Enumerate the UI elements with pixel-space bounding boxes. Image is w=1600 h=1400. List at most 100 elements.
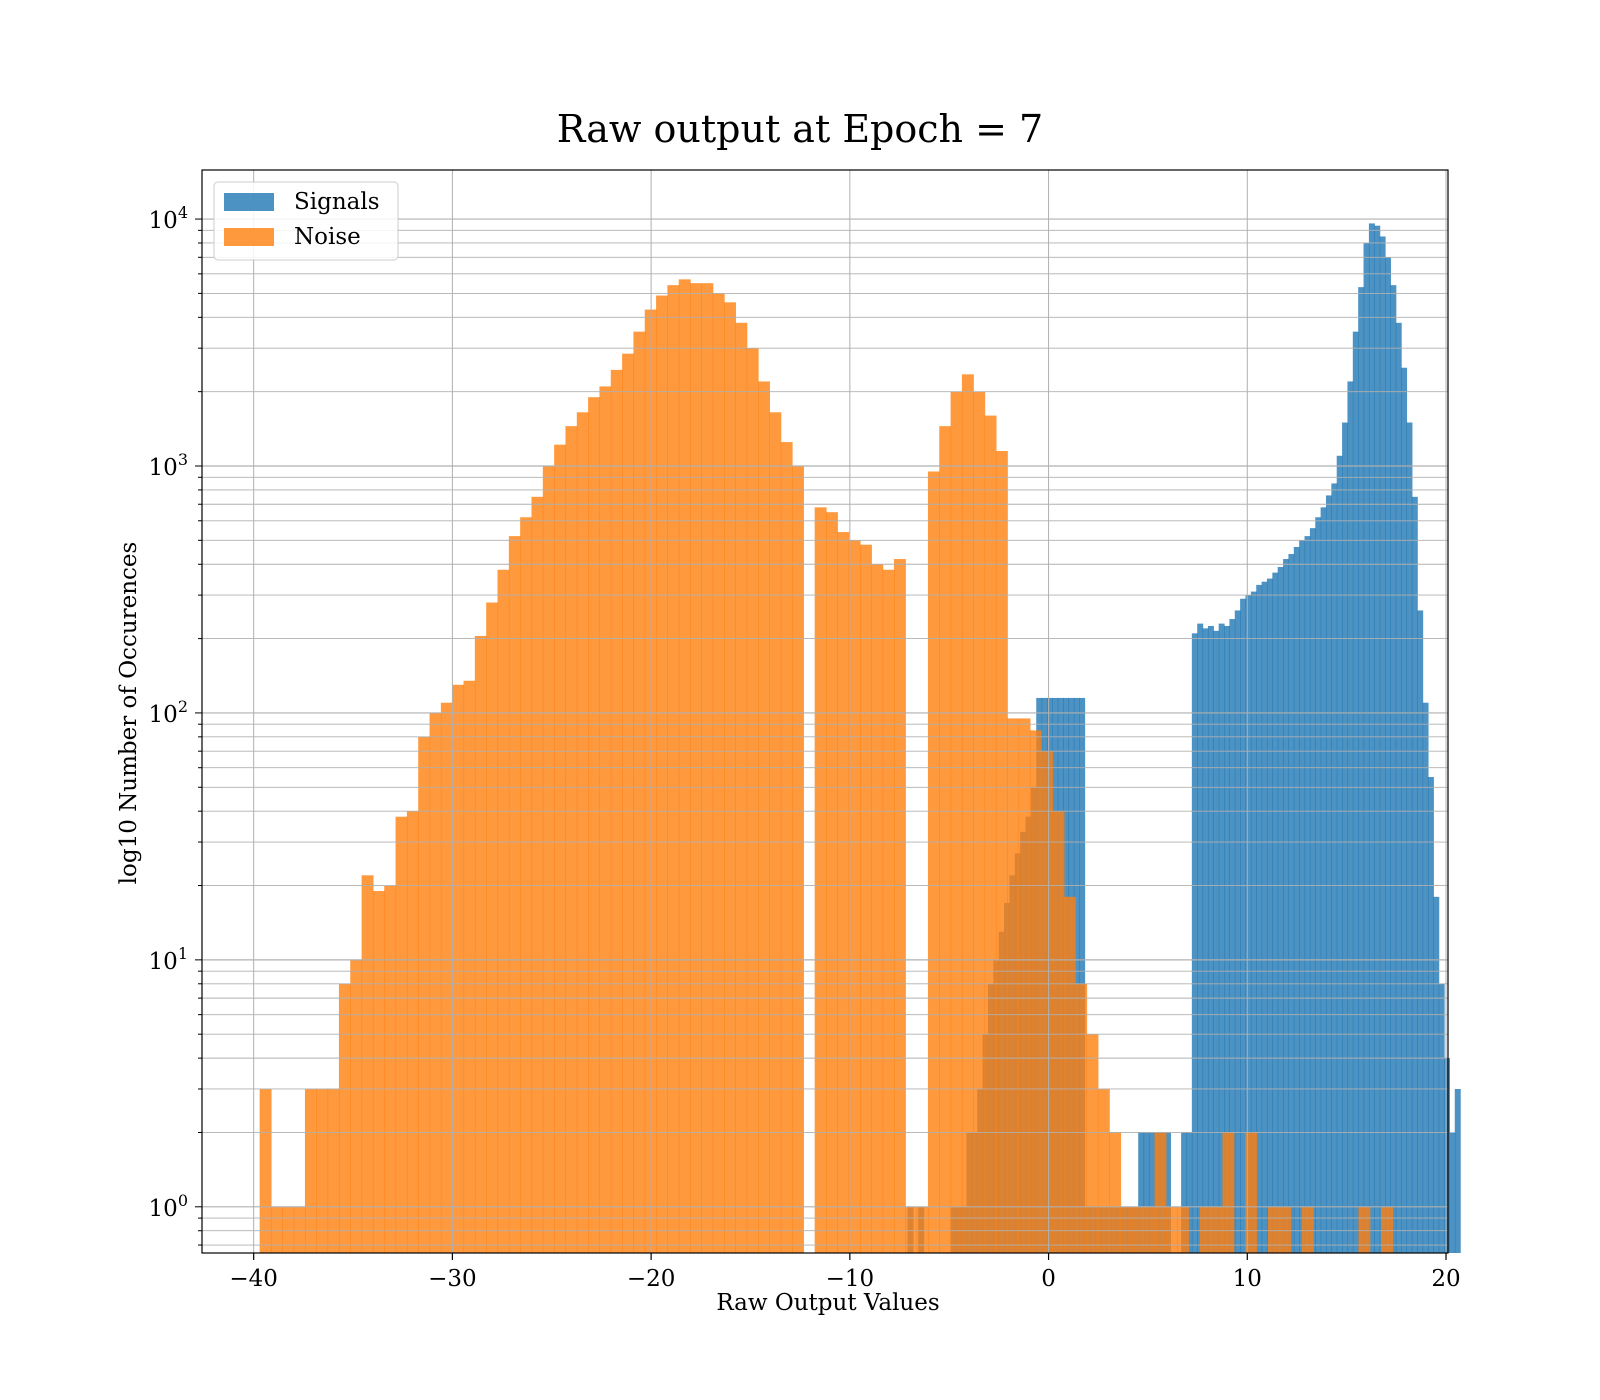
bar-noise (304, 1088, 317, 1253)
bar-signals (1234, 610, 1241, 1253)
bar-noise (905, 1206, 918, 1253)
bar-signals (1368, 223, 1375, 1254)
bar-signals (1422, 702, 1429, 1253)
bar-noise (984, 415, 997, 1254)
bar-signals (1266, 578, 1273, 1253)
bar-noise (259, 1088, 272, 1253)
bar-noise (995, 451, 1008, 1253)
bar-noise (792, 465, 804, 1253)
bar-noise (825, 512, 838, 1253)
y-tick-label: 103 (149, 450, 188, 481)
bar-signals (1406, 422, 1413, 1253)
bar-noise (1301, 1206, 1314, 1253)
legend-swatch-signals (224, 193, 274, 211)
bar-noise (429, 712, 442, 1253)
bar-signals (1283, 559, 1290, 1253)
bar-noise (950, 391, 963, 1253)
bar-noise (282, 1206, 295, 1253)
bar-signals (1320, 507, 1327, 1254)
bar-noise (780, 442, 793, 1253)
bar-noise (859, 544, 872, 1253)
bar-noise (588, 397, 601, 1253)
bar-signals (1299, 540, 1306, 1253)
bar-noise (1154, 1132, 1167, 1253)
bar-noise (361, 875, 374, 1253)
bar-noise (452, 684, 465, 1253)
bar-signals (1411, 496, 1418, 1254)
y-tick-label: 102 (149, 697, 188, 728)
bar-signals (1417, 610, 1424, 1253)
bar-noise (746, 348, 759, 1253)
bar-noise (1267, 1206, 1280, 1253)
y-tick-label: 104 (149, 203, 188, 234)
legend-swatch-noise (224, 228, 274, 246)
bar-signals (1325, 495, 1332, 1253)
bar-signals (1304, 536, 1311, 1253)
grid-layer (202, 170, 1448, 1253)
bar-noise (508, 536, 521, 1253)
bar-noise (622, 353, 635, 1253)
bar-noise (474, 635, 487, 1253)
bar-noise (327, 1088, 340, 1253)
bar-signals (1358, 287, 1365, 1253)
bar-noise (1097, 1088, 1110, 1253)
bar-noise (893, 559, 906, 1253)
bar-noise (406, 811, 419, 1253)
bar-noise (565, 426, 578, 1253)
bar-noise (973, 391, 986, 1253)
bar-signals (1191, 633, 1198, 1253)
bar-signals (1438, 983, 1445, 1253)
bar-noise (1109, 1132, 1122, 1253)
y-tick-label: 101 (149, 944, 188, 975)
bar-noise (1177, 1206, 1190, 1253)
x-tick-label: 10 (1233, 1266, 1262, 1292)
bar-noise (1120, 1206, 1133, 1253)
bar-noise (871, 564, 884, 1253)
bar-noise (338, 983, 351, 1253)
bar-noise (316, 1088, 329, 1253)
axes-layer: −40 −30 −20 −10 0 10 20 100 101 102 103 104 (149, 169, 1461, 1292)
bar-signals (1148, 1132, 1155, 1253)
x-tick-label: −10 (826, 1266, 875, 1292)
bar-signals (1347, 381, 1354, 1253)
bar-noise (678, 279, 691, 1254)
legend-label-noise: Noise (294, 224, 361, 250)
x-tick-label: 20 (1431, 1266, 1460, 1292)
bar-noise (497, 569, 510, 1253)
bar-noise (1199, 1206, 1212, 1253)
bar-signals (1309, 528, 1316, 1253)
bar-noise (1075, 983, 1088, 1253)
bar-noise (927, 471, 940, 1253)
plot-frame (201, 169, 1449, 1254)
bar-noise (939, 426, 952, 1253)
bar-noise (916, 1206, 929, 1253)
bar-noise (576, 412, 589, 1253)
bar-noise (1245, 1132, 1258, 1253)
chart-title: Raw output at Epoch = 7 (557, 107, 1043, 151)
bar-noise (1029, 730, 1042, 1253)
x-tick-label: 0 (1041, 1266, 1056, 1292)
bar-noise (384, 885, 397, 1253)
bar-signals (1288, 554, 1295, 1253)
bar-signals (1138, 1132, 1145, 1253)
bar-noise (1358, 1206, 1371, 1253)
bar-signals (1401, 367, 1408, 1254)
bar-signals (1229, 619, 1236, 1253)
bar-noise (542, 465, 555, 1253)
bar-signals (1224, 625, 1231, 1253)
bar-signals (1143, 1132, 1150, 1253)
bar-noise (1007, 718, 1020, 1253)
bar-noise (270, 1206, 283, 1253)
bar-noise (882, 569, 895, 1253)
bar-signals (1207, 625, 1214, 1253)
bar-signals (1433, 896, 1440, 1253)
y-tick-label: 100 (149, 1191, 188, 1222)
bar-noise (531, 496, 544, 1254)
x-tick-label: −30 (428, 1266, 477, 1292)
bar-noise (1222, 1132, 1235, 1253)
bar-noise (712, 293, 725, 1253)
bar-noise (667, 285, 680, 1253)
bar-signals (1165, 1132, 1171, 1253)
bar-noise (724, 302, 736, 1254)
